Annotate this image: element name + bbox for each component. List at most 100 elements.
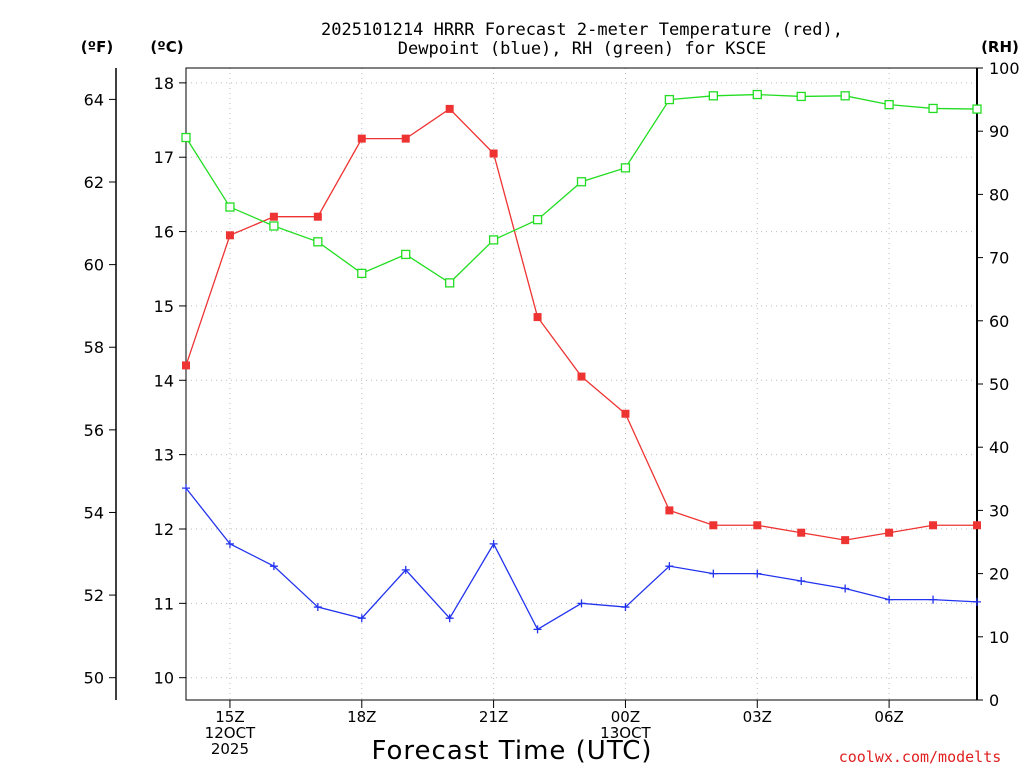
x-axis-label: Forecast Time (UTC) <box>371 736 652 766</box>
2-meter-temperature-point <box>182 361 190 370</box>
2-meter-temperature-point <box>269 212 278 221</box>
dewpoint-point <box>709 569 718 578</box>
celsius-tick-label: 15 <box>154 297 174 316</box>
relative-humidity-point <box>796 91 806 102</box>
relative-humidity-point <box>488 235 499 245</box>
dewpoint-point <box>401 565 410 574</box>
relative-humidity-point <box>401 249 411 260</box>
2-meter-temperature-point <box>841 536 850 545</box>
x-tick-label: 06Z <box>874 708 903 726</box>
title-line-2: Dewpoint (blue), RH (green) for KSCE <box>398 39 766 59</box>
celsius-tick-label: 16 <box>154 223 174 242</box>
rh-tick-label: 80 <box>989 185 1009 204</box>
2-meter-temperature-point <box>929 521 938 530</box>
chart-title: 2025101214 HRRR Forecast 2-meter Tempera… <box>321 20 843 59</box>
rh-tick-label: 30 <box>989 501 1009 520</box>
2-meter-temperature-point <box>973 521 981 530</box>
celsius-tick-label: 13 <box>154 446 174 465</box>
2-meter-temperature-point <box>357 134 366 143</box>
2-meter-temperature-point <box>445 104 454 113</box>
2-meter-temperature-point <box>797 528 806 537</box>
dewpoint-line <box>185 487 978 631</box>
x-tick-label: 13OCT <box>600 724 651 742</box>
dewpoint-point <box>357 614 366 623</box>
relative-humidity-point <box>752 89 762 100</box>
celsius-tick-label: 12 <box>154 520 174 539</box>
rh-tick-label: 0 <box>989 691 999 710</box>
dewpoint-point <box>841 584 850 593</box>
rh-tick-label: 20 <box>989 565 1009 584</box>
2-meter-temperature-point <box>533 313 542 322</box>
relative-humidity-point <box>840 91 850 101</box>
x-tick-label: 2025 <box>211 740 249 758</box>
relative-humidity-line <box>185 93 978 284</box>
relative-humidity-point <box>532 215 543 225</box>
relative-humidity-point <box>269 221 279 231</box>
fahrenheit-tick-label: 60 <box>84 256 104 275</box>
relative-humidity-point <box>357 268 367 279</box>
dewpoint-point <box>753 569 762 578</box>
rh-tick-label: 40 <box>989 438 1009 457</box>
fahrenheit-tick-label: 52 <box>84 586 104 605</box>
dewpoint-point <box>533 625 542 634</box>
title-line-1: 2025101214 HRRR Forecast 2-meter Tempera… <box>321 20 843 40</box>
relative-humidity-point <box>313 237 323 247</box>
fahrenheit-tick-label: 62 <box>84 173 104 192</box>
axes: 10 11 12 13 14 15 16 17 18 50 52 54 56 58 60 62 64 0 10 20 3… <box>84 59 1020 758</box>
2-meter-temperature-point <box>665 506 674 515</box>
rh-tick-label: 50 <box>989 375 1009 394</box>
relative-humidity-point <box>664 94 675 105</box>
dewpoint-point <box>885 595 894 604</box>
relative-humidity-point <box>620 163 631 173</box>
dewpoint-point <box>445 614 454 623</box>
2-meter-temperature-point <box>313 212 322 221</box>
dewpoint-point <box>665 562 674 571</box>
2-meter-temperature-point <box>577 372 586 381</box>
dewpoint-point <box>182 484 190 493</box>
relative-humidity-point <box>972 104 982 114</box>
2-meter-temperature-point <box>401 134 410 143</box>
relative-humidity-point <box>708 91 718 101</box>
dewpoint-point <box>973 597 981 606</box>
dewpoint-point <box>577 599 586 608</box>
fahrenheit-tick-label: 58 <box>84 338 104 357</box>
celsius-tick-label: 10 <box>154 669 174 688</box>
x-tick-label: 00Z <box>611 708 640 726</box>
celsius-tick-label: 11 <box>154 594 174 613</box>
dewpoint-point <box>313 603 322 612</box>
2-meter-temperature-point <box>621 409 630 418</box>
2-meter-temperature-point <box>885 528 894 537</box>
credit-link[interactable]: coolwx.com/modelts <box>839 748 1002 766</box>
x-tick-label: 18Z <box>347 708 376 726</box>
dewpoint-point <box>797 577 806 586</box>
2-meter-temperature-point <box>709 521 718 530</box>
fahrenheit-unit-label: (ºF) <box>81 38 113 56</box>
2-meter-temperature-line <box>185 108 977 541</box>
relative-humidity-point <box>884 100 894 110</box>
x-tick-label: 21Z <box>479 708 508 726</box>
x-tick-label: 03Z <box>743 708 772 726</box>
celsius-tick-label: 14 <box>154 371 174 390</box>
celsius-tick-label: 18 <box>154 74 174 93</box>
2-meter-temperature-point <box>489 149 498 158</box>
celsius-tick-label: 17 <box>154 148 174 167</box>
fahrenheit-tick-label: 64 <box>84 90 104 109</box>
relative-humidity-point <box>576 177 587 187</box>
rh-tick-label: 100 <box>989 59 1020 78</box>
x-tick-label: 12OCT <box>205 724 256 742</box>
relative-humidity-point <box>225 202 235 212</box>
relative-humidity-point <box>445 278 455 288</box>
fahrenheit-tick-label: 54 <box>84 503 104 522</box>
fahrenheit-tick-label: 56 <box>84 421 104 440</box>
dewpoint-point <box>225 539 234 548</box>
relative-humidity-point <box>928 103 938 114</box>
relative-humidity-point <box>181 132 191 143</box>
rh-tick-label: 10 <box>989 628 1009 647</box>
rh-tick-label: 90 <box>989 122 1009 141</box>
celsius-unit-label: (ºC) <box>150 38 183 56</box>
x-tick-label: 15Z <box>215 708 244 726</box>
dewpoint-point <box>929 595 938 604</box>
rh-tick-label: 60 <box>989 312 1009 331</box>
2-meter-temperature-point <box>225 231 234 240</box>
2-meter-temperature-point <box>753 521 762 530</box>
